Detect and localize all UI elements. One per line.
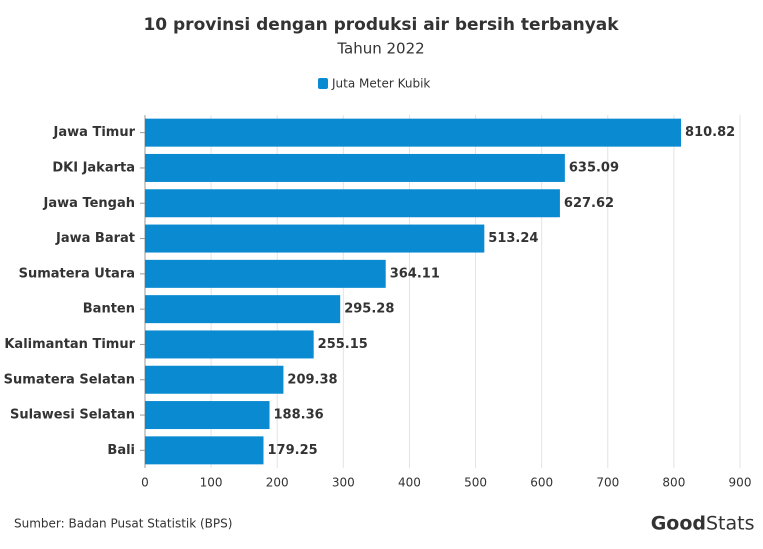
x-tick-label: 100	[200, 476, 223, 490]
bar	[145, 401, 270, 430]
x-tick-label: 300	[332, 476, 355, 490]
bar	[145, 118, 682, 147]
x-tick-label: 0	[141, 476, 149, 490]
value-label: 179.25	[268, 443, 318, 458]
legend-swatch	[318, 78, 328, 89]
y-tick-label: Jawa Barat	[55, 231, 135, 246]
x-tick-label: 600	[530, 476, 553, 490]
bar	[145, 189, 560, 218]
y-tick-label: DKI Jakarta	[52, 160, 135, 175]
y-tick-label: Jawa Tengah	[43, 196, 135, 211]
y-tick-label: Banten	[83, 302, 135, 317]
value-label: 364.11	[390, 266, 440, 281]
x-tick-label: 800	[662, 476, 685, 490]
value-label: 513.24	[488, 231, 538, 246]
y-tick-label: Jawa Timur	[53, 125, 136, 140]
value-label: 255.15	[318, 337, 368, 352]
bar	[145, 259, 386, 288]
bar	[145, 436, 264, 465]
bar	[145, 153, 565, 182]
y-tick-label: Bali	[107, 443, 135, 458]
x-tick-label: 900	[729, 476, 752, 490]
value-label: 635.09	[569, 160, 619, 175]
legend-label: Juta Meter Kubik	[331, 77, 430, 91]
y-tick-label: Sumatera Utara	[19, 266, 135, 281]
bar	[145, 295, 341, 324]
logo-stats: Stats	[706, 513, 755, 535]
chart-subtitle: Tahun 2022	[336, 40, 424, 58]
x-tick-label: 200	[266, 476, 289, 490]
value-label: 810.82	[685, 125, 735, 140]
logo-good: Good	[651, 513, 706, 535]
bar	[145, 224, 485, 253]
x-tick-label: 500	[464, 476, 487, 490]
source: Sumber: Badan Pusat Statistik (BPS)	[14, 517, 232, 531]
value-label: 188.36	[274, 408, 324, 423]
value-label: 209.38	[287, 372, 337, 387]
value-label: 295.28	[344, 302, 394, 317]
y-tick-label: Sumatera Selatan	[4, 372, 135, 387]
bar	[145, 365, 284, 394]
bar	[145, 330, 314, 359]
y-tick-label: Kalimantan Timur	[4, 337, 135, 352]
x-tick-label: 400	[398, 476, 421, 490]
value-label: 627.62	[564, 196, 614, 211]
chart-title: 10 provinsi dengan produksi air bersih t…	[143, 15, 619, 35]
x-tick-label: 700	[596, 476, 619, 490]
y-tick-label: Sulawesi Selatan	[10, 408, 135, 423]
